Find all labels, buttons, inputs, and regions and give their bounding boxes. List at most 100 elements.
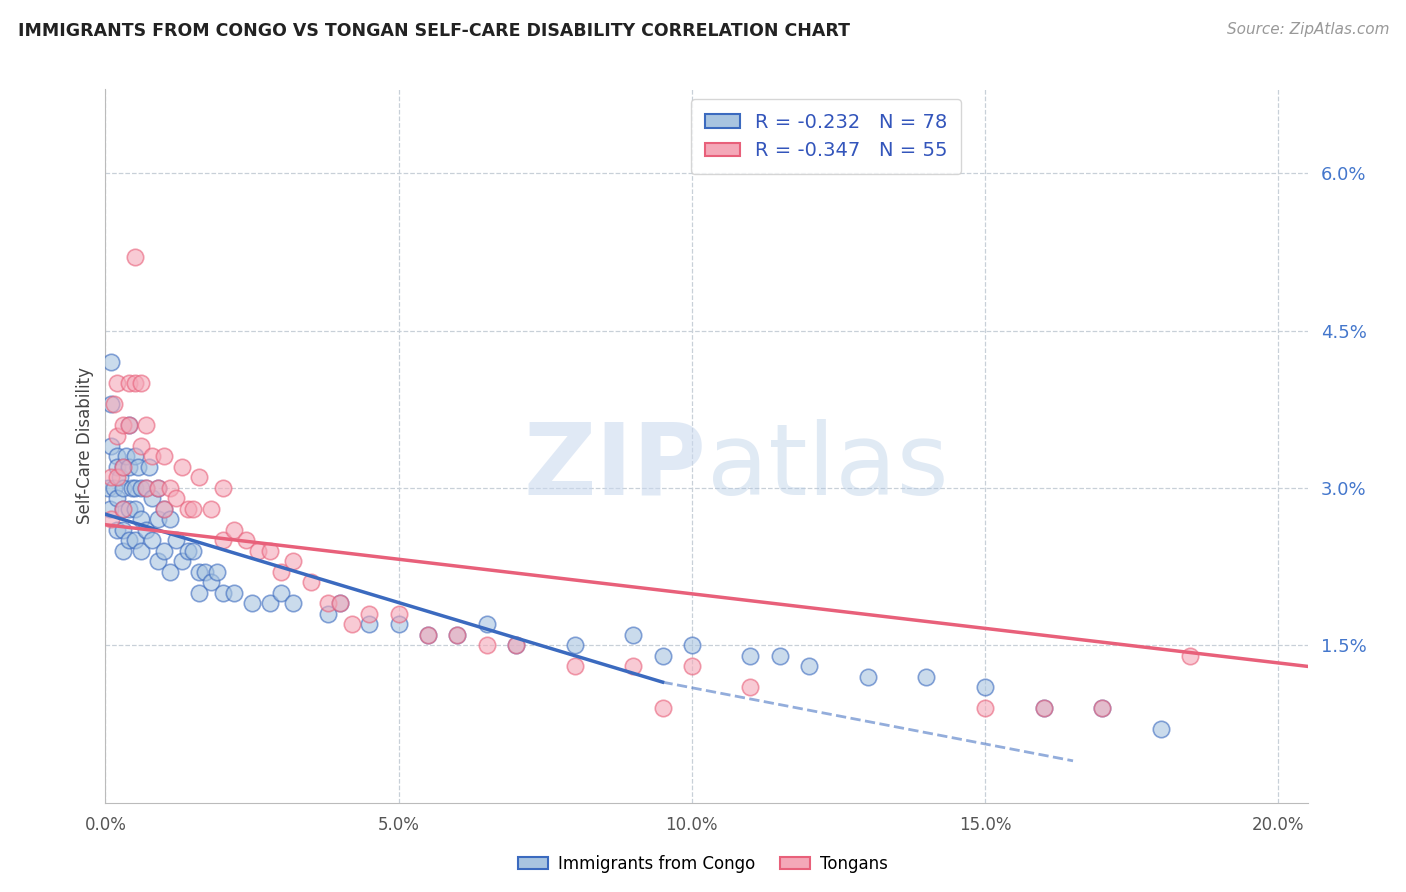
Point <box>974 701 997 715</box>
Point <box>112 544 135 558</box>
Point <box>118 460 141 475</box>
Point <box>564 639 586 653</box>
Point <box>235 533 257 548</box>
Point <box>1091 701 1114 715</box>
Point <box>299 575 322 590</box>
Point <box>124 502 146 516</box>
Point <box>135 523 157 537</box>
Point <box>416 628 439 642</box>
Point <box>108 470 131 484</box>
Point <box>188 586 211 600</box>
Point <box>475 617 498 632</box>
Point <box>281 554 304 568</box>
Point <box>621 659 644 673</box>
Point <box>135 481 157 495</box>
Point <box>129 481 152 495</box>
Point <box>112 523 135 537</box>
Point <box>112 460 135 475</box>
Point <box>388 607 411 621</box>
Point <box>112 460 135 475</box>
Point <box>100 512 122 526</box>
Point <box>1032 701 1054 715</box>
Point <box>211 586 233 600</box>
Point <box>118 376 141 390</box>
Point <box>200 502 222 516</box>
Legend: R = -0.232   N = 78, R = -0.347   N = 55: R = -0.232 N = 78, R = -0.347 N = 55 <box>690 99 962 174</box>
Point <box>105 470 128 484</box>
Point <box>129 376 152 390</box>
Point <box>118 417 141 432</box>
Point <box>240 596 263 610</box>
Point <box>188 470 211 484</box>
Point <box>176 502 198 516</box>
Point <box>148 554 170 568</box>
Point <box>188 565 211 579</box>
Point <box>329 596 352 610</box>
Point <box>124 250 146 264</box>
Point <box>112 481 135 495</box>
Point <box>359 617 381 632</box>
Y-axis label: Self-Care Disability: Self-Care Disability <box>76 368 94 524</box>
Point <box>270 565 292 579</box>
Point <box>105 450 128 464</box>
Point <box>769 648 792 663</box>
Point <box>97 481 120 495</box>
Point <box>856 670 879 684</box>
Point <box>141 533 163 548</box>
Point <box>316 596 339 610</box>
Point <box>100 397 122 411</box>
Point <box>183 544 205 558</box>
Point <box>1150 723 1173 737</box>
Point <box>129 544 152 558</box>
Point <box>105 491 128 506</box>
Point <box>141 450 163 464</box>
Point <box>259 544 281 558</box>
Point <box>148 481 170 495</box>
Point <box>651 701 673 715</box>
Point <box>129 439 152 453</box>
Point <box>183 502 205 516</box>
Point <box>651 648 673 663</box>
Point <box>329 596 352 610</box>
Point <box>105 523 128 537</box>
Point <box>176 544 198 558</box>
Point <box>135 481 157 495</box>
Point <box>246 544 269 558</box>
Point <box>388 617 411 632</box>
Text: Source: ZipAtlas.com: Source: ZipAtlas.com <box>1226 22 1389 37</box>
Point <box>115 450 138 464</box>
Point <box>153 544 176 558</box>
Point <box>505 639 527 653</box>
Point <box>153 502 176 516</box>
Point <box>148 512 170 526</box>
Point <box>1032 701 1054 715</box>
Point <box>224 586 246 600</box>
Point <box>127 460 149 475</box>
Point <box>211 533 233 548</box>
Point <box>915 670 938 684</box>
Point <box>100 355 122 369</box>
Point <box>103 397 125 411</box>
Point <box>112 502 135 516</box>
Point <box>124 481 146 495</box>
Point <box>205 565 228 579</box>
Point <box>446 628 468 642</box>
Point <box>153 450 176 464</box>
Point <box>153 502 176 516</box>
Text: atlas: atlas <box>707 419 948 516</box>
Point <box>112 502 135 516</box>
Point <box>105 460 128 475</box>
Point <box>446 628 468 642</box>
Point <box>138 460 160 475</box>
Point <box>316 607 339 621</box>
Point <box>118 533 141 548</box>
Point <box>797 659 820 673</box>
Point <box>170 460 193 475</box>
Point <box>100 439 122 453</box>
Point <box>124 533 146 548</box>
Point <box>259 596 281 610</box>
Point <box>1180 648 1202 663</box>
Point <box>118 502 141 516</box>
Point <box>740 648 762 663</box>
Point <box>124 376 146 390</box>
